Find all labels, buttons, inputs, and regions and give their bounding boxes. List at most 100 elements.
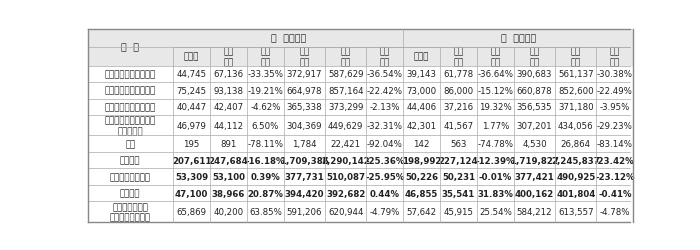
Text: 86,000: 86,000 — [444, 86, 474, 96]
Bar — [403, 169, 440, 185]
Text: 510,087: 510,087 — [326, 172, 365, 182]
Text: 40,447: 40,447 — [176, 103, 206, 112]
Bar — [173, 169, 210, 185]
Bar — [210, 66, 247, 83]
Text: 37,216: 37,216 — [444, 103, 474, 112]
Text: -36.54%: -36.54% — [367, 70, 402, 79]
Text: 41,567: 41,567 — [444, 121, 474, 130]
Bar — [247, 185, 284, 202]
Text: 247,684: 247,684 — [209, 156, 248, 165]
Text: 1,719,827: 1,719,827 — [510, 156, 559, 165]
Bar — [88, 66, 173, 83]
Text: 0.44%: 0.44% — [370, 189, 400, 198]
Bar — [88, 116, 173, 136]
Text: 563: 563 — [450, 140, 467, 148]
Bar — [555, 136, 596, 152]
Text: 6.50%: 6.50% — [252, 121, 279, 130]
Bar — [477, 169, 514, 185]
Text: 广汽丰田汽车有限公司: 广汽丰田汽车有限公司 — [105, 86, 156, 96]
Text: -2.13%: -2.13% — [370, 103, 400, 112]
Text: 664,978: 664,978 — [287, 86, 322, 96]
Bar — [403, 66, 440, 83]
Text: 广汽本田汽车有限公司: 广汽本田汽车有限公司 — [105, 70, 156, 79]
Text: 20.87%: 20.87% — [248, 189, 284, 198]
Bar — [514, 116, 555, 136]
Text: 400,162: 400,162 — [515, 189, 554, 198]
Text: 47,100: 47,100 — [175, 189, 209, 198]
Bar — [284, 66, 325, 83]
Bar — [88, 169, 173, 185]
Bar — [403, 99, 440, 116]
Bar — [325, 116, 366, 136]
Bar — [88, 152, 173, 169]
Text: 42,407: 42,407 — [214, 103, 244, 112]
Text: 304,369: 304,369 — [287, 121, 322, 130]
Text: 227,124: 227,124 — [439, 156, 478, 165]
Bar — [210, 136, 247, 152]
Bar — [88, 202, 173, 222]
Text: -29.23%: -29.23% — [597, 121, 633, 130]
Text: 节能汽车: 节能汽车 — [120, 189, 141, 198]
Bar — [514, 66, 555, 83]
Text: -19.21%: -19.21% — [248, 86, 284, 96]
Text: 67,136: 67,136 — [214, 70, 244, 79]
Bar — [440, 185, 477, 202]
Bar — [477, 116, 514, 136]
Text: -0.01%: -0.01% — [479, 172, 512, 182]
Bar — [514, 185, 555, 202]
Text: 613,557: 613,557 — [558, 208, 594, 216]
Bar — [596, 83, 634, 99]
Text: 产  量（辆）: 产 量（辆） — [271, 34, 306, 43]
Text: 142: 142 — [414, 140, 430, 148]
Bar — [210, 185, 247, 202]
Bar — [555, 169, 596, 185]
Text: -25.36%: -25.36% — [365, 156, 405, 165]
Bar — [325, 83, 366, 99]
Text: 73,000: 73,000 — [407, 86, 437, 96]
Bar — [173, 136, 210, 152]
Text: 累计
同比: 累计 同比 — [610, 47, 620, 67]
Text: 44,406: 44,406 — [407, 103, 437, 112]
Bar — [210, 152, 247, 169]
Text: 57,642: 57,642 — [407, 208, 437, 216]
Bar — [325, 66, 366, 83]
Bar — [596, 136, 634, 152]
Bar — [247, 99, 284, 116]
Bar — [284, 99, 325, 116]
Text: 本年
累计: 本年 累计 — [529, 47, 540, 67]
Text: 汽车合计: 汽车合计 — [120, 156, 141, 165]
Bar — [596, 152, 634, 169]
Text: -23.42%: -23.42% — [595, 156, 635, 165]
Text: -0.41%: -0.41% — [598, 189, 631, 198]
Bar — [403, 136, 440, 152]
Text: 195: 195 — [183, 140, 199, 148]
Bar — [325, 136, 366, 152]
Text: 去年
累计: 去年 累计 — [570, 47, 581, 67]
Text: 207,611: 207,611 — [172, 156, 211, 165]
Bar — [555, 83, 596, 99]
Text: 本年
累计: 本年 累计 — [300, 47, 309, 67]
Text: 销  量（辆）: 销 量（辆） — [500, 34, 536, 43]
Bar — [173, 30, 403, 48]
Bar — [284, 152, 325, 169]
Text: 50,226: 50,226 — [405, 172, 438, 182]
Text: 449,629: 449,629 — [328, 121, 363, 130]
Bar — [440, 83, 477, 99]
Bar — [440, 66, 477, 83]
Text: 31.83%: 31.83% — [477, 189, 513, 198]
Text: -36.64%: -36.64% — [477, 70, 514, 79]
Text: 其他: 其他 — [125, 140, 136, 148]
Bar — [210, 48, 247, 66]
Bar — [403, 116, 440, 136]
Bar — [325, 48, 366, 66]
Text: -4.79%: -4.79% — [370, 208, 400, 216]
Text: 857,164: 857,164 — [328, 86, 363, 96]
Text: 本月数: 本月数 — [414, 52, 429, 62]
Bar — [210, 99, 247, 116]
Bar — [325, 202, 366, 222]
Text: 40,200: 40,200 — [214, 208, 244, 216]
Bar — [247, 202, 284, 222]
Text: 50,231: 50,231 — [442, 172, 475, 182]
Bar — [440, 136, 477, 152]
Bar — [477, 185, 514, 202]
